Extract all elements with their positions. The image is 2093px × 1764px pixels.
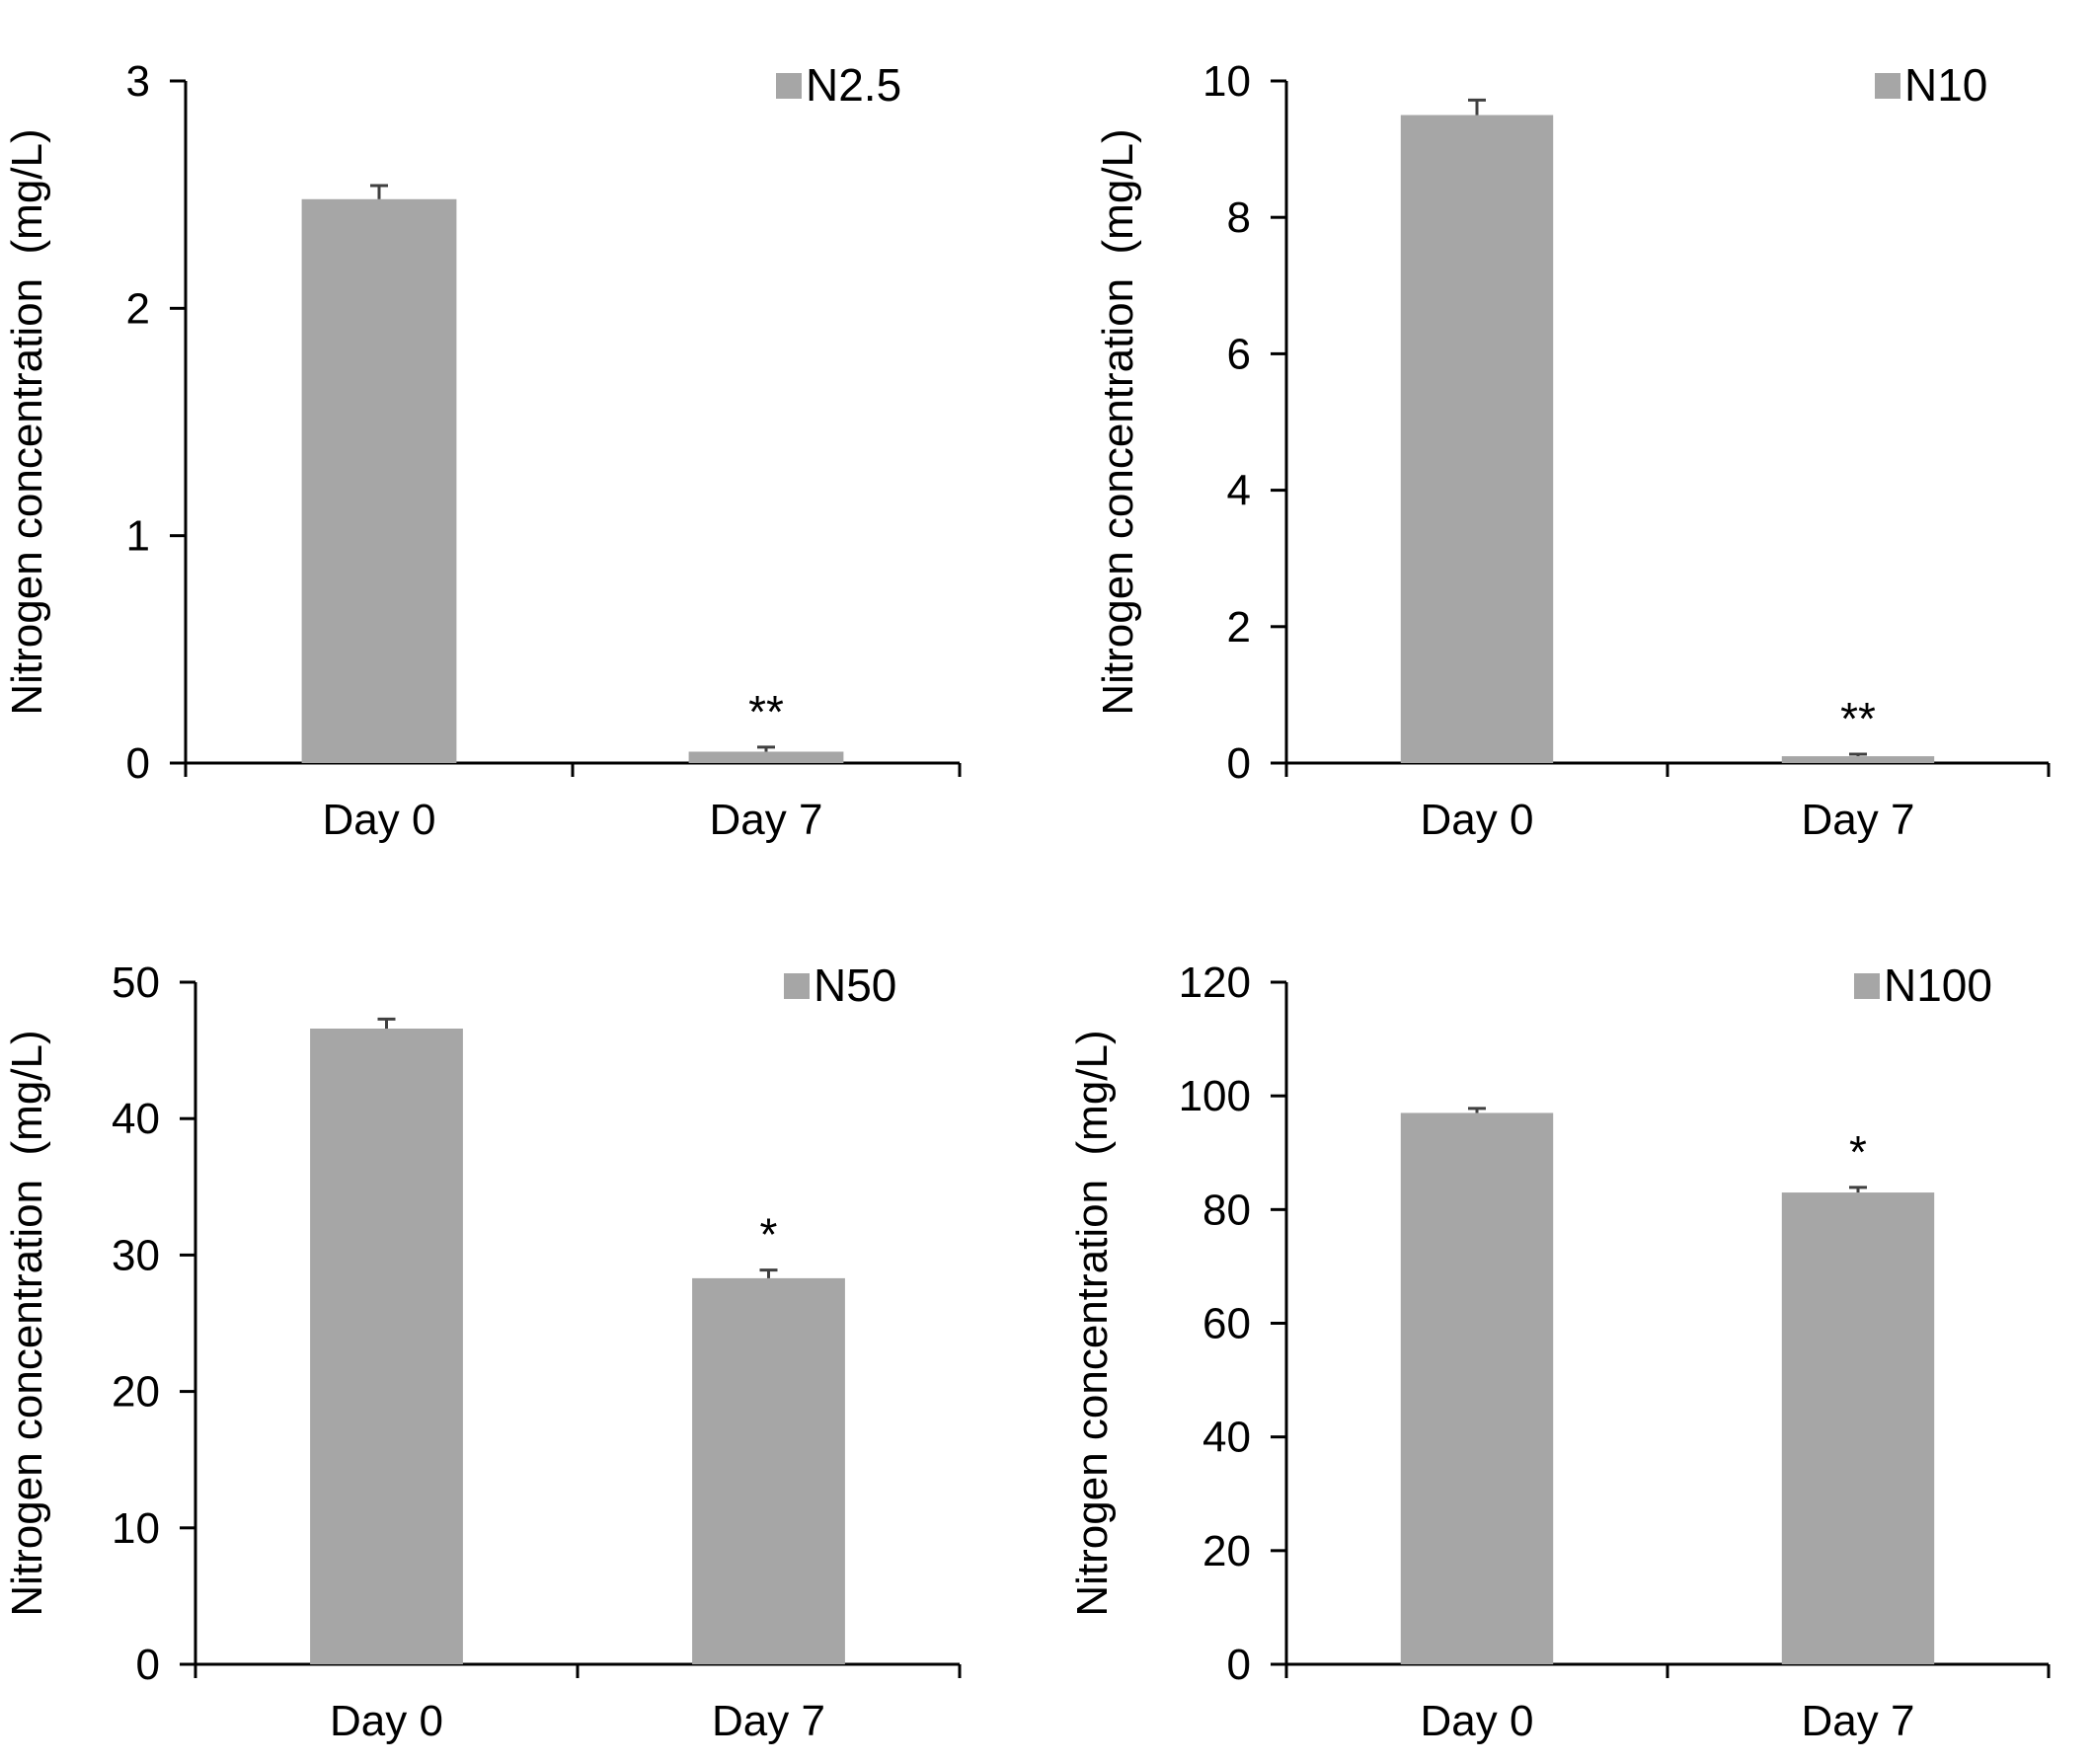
chart-panel-n2-5: 0 1 2 3 Day 0 Day 7 ** Nitrogen concentration (… [3, 57, 962, 844]
legend-swatch [776, 73, 802, 99]
legend-swatch [1875, 73, 1900, 99]
y-tick-label: 2 [126, 284, 150, 333]
x-tick-label: Day 7 [712, 1697, 825, 1745]
significance-label: * [760, 1209, 778, 1261]
bar [692, 1277, 845, 1664]
y-tick-label: 40 [1202, 1414, 1251, 1462]
y-tick-label: 2 [1227, 603, 1251, 652]
x-tick-label: Day 7 [1802, 796, 1915, 844]
y-tick-label: 8 [1227, 193, 1251, 242]
y-tick-label: 30 [112, 1231, 160, 1279]
x-tick-label: Day 7 [710, 796, 823, 844]
significance-label: ** [1840, 693, 1876, 744]
bar [1400, 115, 1554, 764]
legend-swatch [1854, 973, 1880, 999]
x-tick-label: Day 0 [1421, 796, 1534, 844]
y-tick-label: 10 [112, 1504, 160, 1553]
bar [310, 1028, 463, 1664]
y-tick-label: 80 [1202, 1186, 1251, 1234]
y-tick-label: 6 [1227, 330, 1251, 378]
y-tick-label: 0 [126, 739, 150, 788]
significance-label: * [1849, 1126, 1867, 1178]
y-tick-label: 1 [126, 512, 150, 561]
y-axis-label: Nitrogen concentration (mg/L) [1068, 1030, 1117, 1616]
y-tick-label: 4 [1227, 467, 1251, 515]
bar [301, 198, 457, 764]
y-tick-label: 120 [1179, 959, 1251, 1007]
y-tick-label: 0 [1227, 739, 1251, 788]
y-tick-label: 0 [136, 1641, 160, 1689]
bar [1781, 756, 1935, 763]
chart-panel-n50: 0 10 20 30 40 50 Day 0 Day 7 * Nitrogen concentra… [3, 959, 962, 1745]
y-tick-label: 10 [1202, 57, 1251, 106]
significance-label: ** [748, 686, 784, 737]
y-axis-label: Nitrogen concentration (mg/L) [1094, 128, 1142, 715]
y-tick-label: 100 [1179, 1072, 1251, 1120]
legend-label: N100 [1884, 959, 1992, 1011]
y-tick-label: 3 [126, 57, 150, 106]
legend-swatch [784, 973, 810, 999]
x-tick-label: Day 0 [330, 1697, 443, 1745]
x-tick-label: Day 7 [1802, 1697, 1915, 1745]
legend-label: N50 [814, 959, 896, 1011]
legend-label: N2.5 [806, 59, 901, 111]
chart-panel-n10: 0 2 4 6 8 10 Day 0 Day 7 ** Nitrogen concentratio… [1094, 57, 2051, 844]
x-tick-label: Day 0 [1421, 1697, 1534, 1745]
x-tick-label: Day 0 [323, 796, 436, 844]
bar [1781, 1192, 1935, 1664]
y-axis-label: Nitrogen concentration (mg/L) [3, 1030, 51, 1616]
y-tick-label: 20 [112, 1368, 160, 1417]
bar [688, 751, 844, 763]
chart-panel-n100: 0 20 40 60 80 100 120 Day 0 Day 7 * Nitrogen conce… [1068, 959, 2051, 1745]
y-tick-label: 0 [1227, 1641, 1251, 1689]
y-tick-label: 50 [112, 959, 160, 1007]
y-tick-label: 40 [112, 1095, 160, 1143]
bar [1400, 1112, 1554, 1664]
y-axis-label: Nitrogen concentration (mg/L) [3, 128, 51, 715]
y-tick-label: 20 [1202, 1527, 1251, 1575]
legend-label: N10 [1904, 59, 1987, 111]
y-tick-label: 60 [1202, 1300, 1251, 1348]
